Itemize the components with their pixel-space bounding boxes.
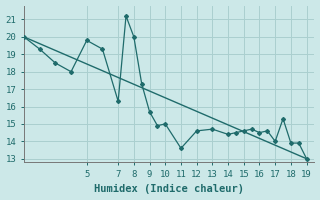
X-axis label: Humidex (Indice chaleur): Humidex (Indice chaleur) xyxy=(94,184,244,194)
